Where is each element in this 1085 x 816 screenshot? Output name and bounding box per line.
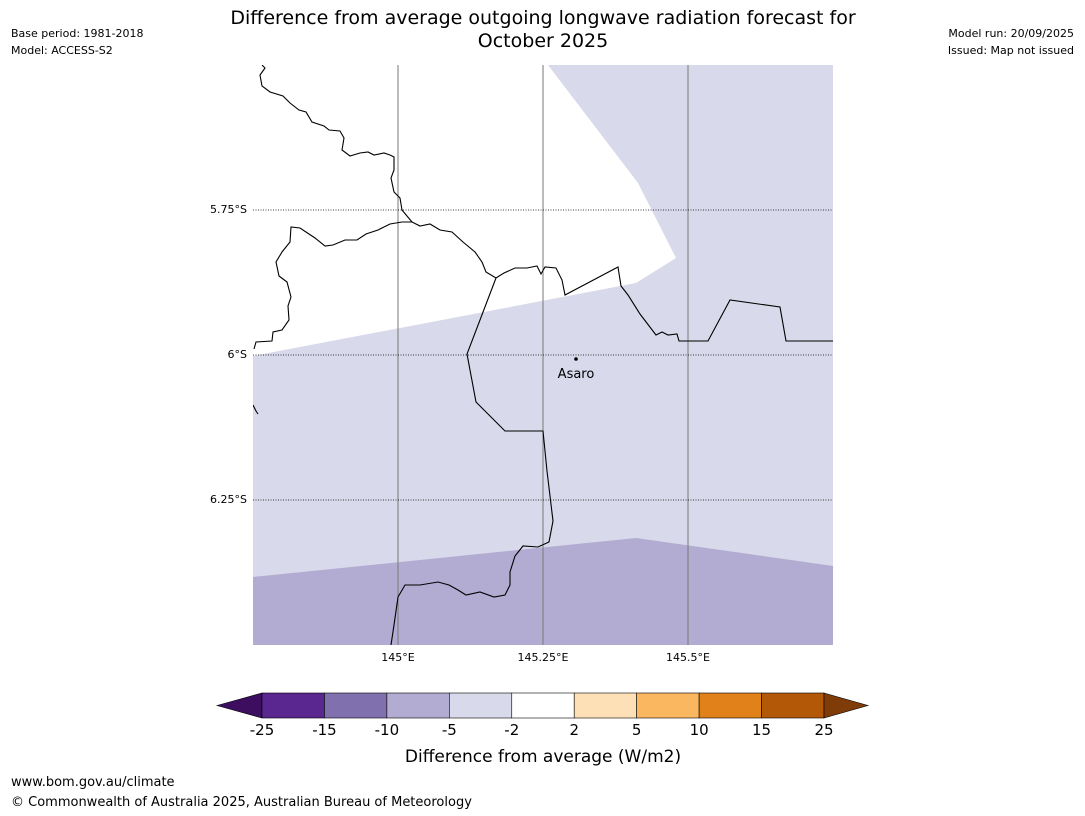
colorbar: -25 -15 -10 -5 -2 2 5 10 15 25: [215, 692, 870, 739]
map-panel: Asaro: [253, 65, 833, 645]
colorbar-segment: [698, 692, 762, 719]
lat-label-5-75: 5.75°S: [210, 203, 247, 216]
colorbar-tick-label: 10: [690, 721, 709, 739]
footer-copyright: © Commonwealth of Australia 2025, Austra…: [11, 795, 472, 810]
lon-label-145: 145°E: [381, 651, 414, 664]
colorbar-segment: [449, 692, 513, 719]
colorbar-tick-label: 15: [752, 721, 771, 739]
asaro-marker: [574, 357, 578, 361]
colorbar-tick-label: -25: [250, 721, 275, 739]
colorbar-segment: [761, 692, 825, 719]
colorbar-segment: [511, 692, 575, 719]
province-boundary-central: [411, 221, 833, 342]
lat-label-6: 6°S: [228, 348, 247, 361]
colorbar-segment: [386, 692, 450, 719]
colorbar-segment: [324, 692, 388, 719]
province-boundary-west-fragment: [253, 404, 259, 415]
colorbar-segment: [573, 692, 637, 719]
meta-left: Base period: 1981-2018 Model: ACCESS-S2: [11, 25, 143, 59]
footer-url[interactable]: www.bom.gov.au/climate: [11, 775, 175, 790]
colorbar-extend-low: [215, 692, 263, 719]
map-title-line1: Difference from average outgoing longwav…: [230, 7, 856, 29]
lon-label-145-5: 145.5°E: [666, 651, 710, 664]
colorbar-title: Difference from average (W/m2): [405, 747, 681, 767]
lat-label-6-25: 6.25°S: [210, 493, 247, 506]
colorbar-tick-label: 25: [814, 721, 833, 739]
meta-right: Model run: 20/09/2025 Issued: Map not is…: [948, 25, 1074, 59]
map-title-line2: October 2025: [477, 30, 609, 52]
colorbar-tick-label: 2: [569, 721, 579, 739]
anomaly-region-neutral: [253, 65, 676, 356]
colorbar-segment: [261, 692, 325, 719]
colorbar-segment: [636, 692, 700, 719]
map-title: Difference from average outgoing longwav…: [143, 7, 943, 53]
colorbar-tick-label: -15: [312, 721, 337, 739]
colorbar-tick-label: -5: [442, 721, 457, 739]
province-boundary-south: [390, 277, 554, 645]
colorbar-tick-label: 5: [632, 721, 642, 739]
model-run-text: Model run: 20/09/2025: [948, 27, 1074, 40]
lon-label-145-25: 145.25°E: [518, 651, 569, 664]
colorbar-tick-label: -2: [504, 721, 519, 739]
province-boundary-north: [253, 65, 414, 350]
colorbar-extend-high: [823, 692, 870, 719]
issued-text: Issued: Map not issued: [947, 44, 1074, 57]
model-text: Model: ACCESS-S2: [11, 44, 113, 57]
asaro-label: Asaro: [558, 367, 595, 382]
colorbar-tick-label: -10: [375, 721, 400, 739]
base-period-text: Base period: 1981-2018: [11, 27, 144, 40]
